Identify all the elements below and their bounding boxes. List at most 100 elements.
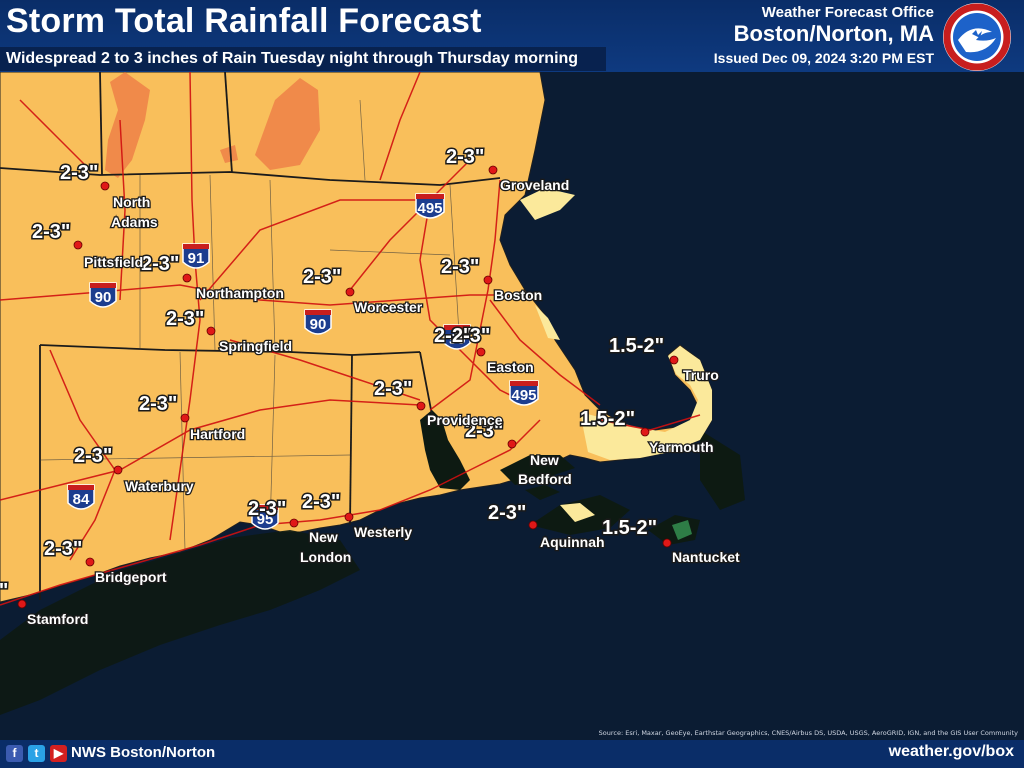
narragansett-bay — [420, 410, 470, 490]
rainfall-amount-label: 2-3" — [441, 256, 479, 278]
office-label: Weather Forecast Office — [761, 4, 934, 21]
rainfall-amount-label: 2-3" — [74, 445, 112, 467]
rainfall-amount-label: 2-3" — [434, 325, 472, 347]
rainfall-amount-label: 1.5-2" — [580, 408, 635, 430]
city-label: Bridgeport — [95, 569, 167, 585]
highway-shield-label: 84 — [73, 491, 90, 508]
city-dot — [100, 181, 110, 191]
highway-shield-label: 90 — [95, 289, 112, 306]
city-label: Northampton — [196, 285, 284, 301]
city-label: Yarmouth — [649, 439, 714, 455]
city-dot — [344, 512, 354, 522]
rainfall-amount-label: 2-3" — [60, 162, 98, 184]
state-borders — [0, 71, 501, 600]
city-dot — [528, 520, 538, 530]
highway-shield-label: 90 — [310, 316, 327, 333]
rainfall-amount-label: 1.5-2" — [602, 517, 657, 539]
rain-1-5-2-region — [520, 188, 575, 220]
city-label: New — [309, 529, 338, 545]
city-label: New — [530, 452, 559, 468]
city-label: Adams — [111, 214, 158, 230]
rainfall-amount-label: 2-3" — [488, 502, 526, 524]
city-dot — [289, 518, 299, 528]
page-title: Storm Total Rainfall Forecast — [6, 2, 482, 40]
highway-shield-label: 495 — [417, 200, 442, 217]
highway-shield-label: 495 — [511, 387, 536, 404]
rainfall-amount-label: 2-3" — [44, 538, 82, 560]
highway-shield-label: 95 — [257, 511, 274, 528]
city-dot — [182, 273, 192, 283]
county-lines — [39, 99, 461, 551]
footer-bar — [0, 740, 1024, 768]
city-label: Westerly — [354, 524, 412, 540]
city-label: North — [113, 194, 150, 210]
city-dot — [345, 287, 355, 297]
highway-shield: 495 — [415, 193, 445, 219]
city-dot — [73, 240, 83, 250]
footer-website-link[interactable]: weather.gov/box — [888, 743, 1014, 760]
city-label: Nantucket — [672, 549, 740, 565]
map-attribution: Source: Esri, Maxar, GeoEye, Earthstar G… — [598, 729, 1018, 737]
rain-1-5-2-region — [560, 503, 595, 522]
city-label: Hartford — [190, 426, 245, 442]
city-dot — [416, 401, 426, 411]
rain-1-5-2-region — [580, 346, 712, 460]
city-label: Easton — [487, 359, 534, 375]
nantucket-high — [672, 520, 692, 540]
city-dot — [206, 326, 216, 336]
highway-shield: 90 — [304, 309, 332, 335]
rainfall-amount-label: 2-3" — [166, 308, 204, 330]
rainfall-amount-label: 2-3" — [139, 393, 177, 415]
city-dot — [507, 439, 517, 449]
interstate-shields: 90 90 91 495 495 — [67, 193, 539, 530]
twitter-icon[interactable]: t — [28, 745, 45, 762]
city-dot — [640, 427, 650, 437]
rainfall-amount-label: 2-3" — [303, 266, 341, 288]
rainfall-amount-label: 2-3" — [465, 420, 503, 442]
rainfall-amount-label: 2-3" — [141, 253, 179, 275]
rainfall-amount-label: 2-3" — [374, 378, 412, 400]
highway-shield: 495 — [509, 380, 539, 406]
city-label: Bedford — [518, 471, 572, 487]
facebook-icon[interactable]: f — [6, 745, 23, 762]
rain-1-5-2-region — [535, 305, 560, 340]
rainfall-amount-label: 2-3" — [446, 146, 484, 168]
highway-shield: 84 — [67, 484, 95, 510]
highway-shield: 95 — [443, 324, 471, 350]
long-island — [0, 530, 360, 715]
buzzards-bay — [500, 455, 575, 485]
rain-3-4-region — [105, 72, 150, 178]
city-label: Boston — [494, 287, 542, 303]
highway-shield-label: 95 — [449, 331, 466, 348]
rainfall-amount-label: 2-3" — [302, 491, 340, 513]
highway-shield-label: 91 — [188, 250, 205, 267]
city-dot — [476, 347, 486, 357]
city-markers — [17, 165, 679, 609]
city-label: Providence — [427, 412, 503, 428]
city-label: Stamford — [27, 611, 88, 627]
city-label: Pittsfield — [84, 254, 143, 270]
footer-office-name: NWS Boston/Norton — [71, 744, 216, 761]
youtube-icon[interactable]: ▶ — [50, 745, 67, 762]
city-dot — [488, 165, 498, 175]
city-label: Groveland — [500, 177, 569, 193]
city-dot — [669, 355, 679, 365]
highway-shield: 91 — [182, 243, 210, 269]
cape-cod-outer — [700, 430, 745, 510]
rainfall-amount-label: 1.5-2" — [609, 335, 664, 357]
rainfall-amount-label: 2-3" — [32, 221, 70, 243]
rainfall-amount-labels: 2-3" 2-3" 2-3" 2-3" 2-3" 2-3" 2-3" 2-3" … — [0, 145, 666, 604]
city-label: Springfield — [219, 338, 292, 354]
city-label: Worcester — [354, 299, 423, 315]
page-subtitle: Widespread 2 to 3 inches of Rain Tuesday… — [0, 47, 606, 71]
rainfall-amount-label: 2-3" — [0, 580, 8, 602]
city-dot — [662, 538, 672, 548]
highway-shield: 95 — [251, 504, 279, 530]
highway-shield: 90 — [89, 282, 117, 308]
city-dot — [17, 599, 27, 609]
city-dot — [483, 275, 493, 285]
rain-3-4-region — [220, 145, 238, 163]
rain-3-4-region — [255, 78, 320, 170]
city-label: Waterbury — [125, 478, 194, 494]
